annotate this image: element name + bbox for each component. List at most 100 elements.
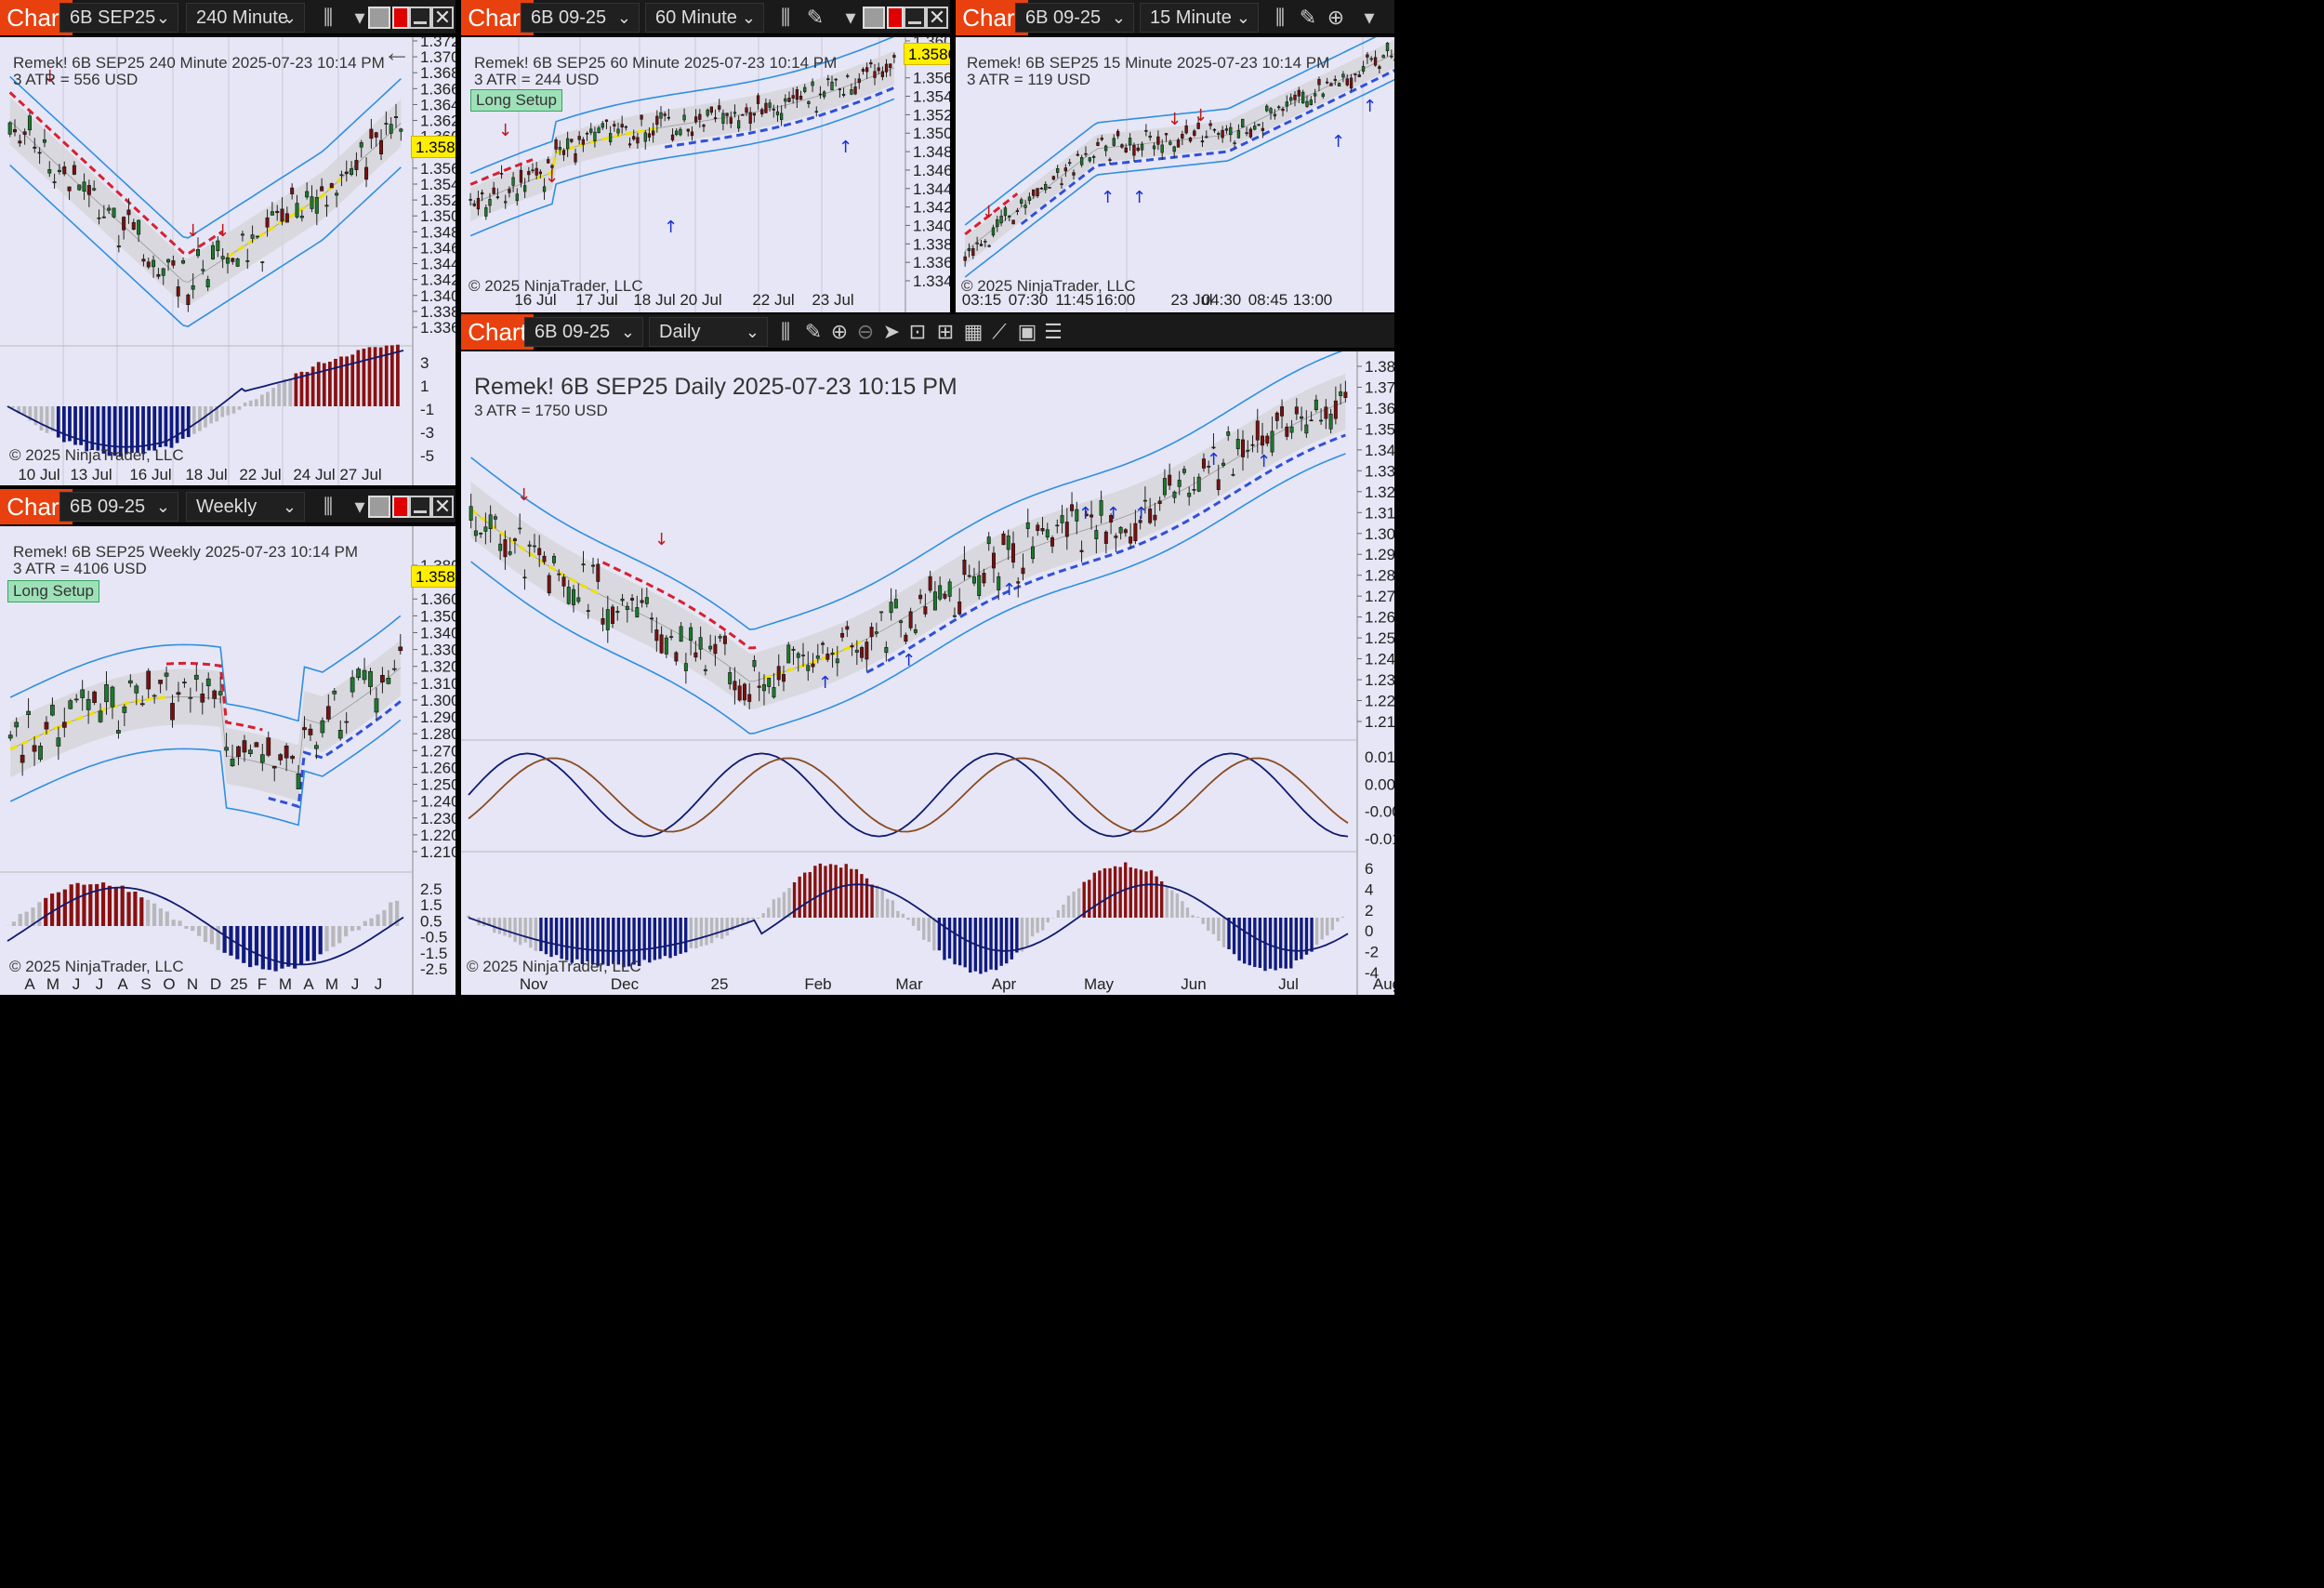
candle-body — [1241, 118, 1245, 127]
instrument-selector[interactable]: 6B 09-25 ⌄ — [59, 492, 178, 522]
close-button[interactable]: ✕ — [431, 496, 454, 518]
candle-body — [1289, 426, 1294, 433]
candle-body — [601, 617, 605, 625]
chart-panel[interactable]: ↓↓↑↑1.36001.35801.35601.35401.35201.3500… — [461, 37, 950, 312]
link-gray-button[interactable] — [863, 7, 885, 29]
candle-body — [176, 692, 181, 695]
back-arrow-icon[interactable]: ← — [383, 37, 411, 68]
minimize-button[interactable] — [409, 496, 431, 518]
minimize-button[interactable] — [904, 7, 926, 29]
chart-panel[interactable]: ↓ ↓ ↑ ↑ ↑ ↑ ↑ ↑ ↑ ↑ 1.3800 1.3700 1.3600 1.3500 1.3400… — [461, 351, 1394, 995]
timeframe-selector[interactable]: 60 Minute ⌄ — [645, 3, 764, 33]
close-button[interactable]: ✕ — [926, 7, 948, 29]
osc-tick-label: 3 — [420, 354, 429, 372]
candle-body — [374, 698, 379, 713]
candle-body — [72, 165, 76, 175]
timeframe-selector[interactable]: 240 Minute ⌄ — [186, 3, 305, 33]
minimize-button[interactable] — [409, 7, 431, 29]
close-button[interactable]: ✕ — [431, 7, 454, 29]
zoom-in-icon[interactable]: ⊕ — [830, 320, 849, 343]
keltner-fill — [10, 640, 401, 801]
candle-body — [581, 139, 586, 145]
y-tick-label: 1.3340 — [913, 272, 950, 290]
zoom-out-icon[interactable]: ⊖ — [856, 320, 875, 343]
timeframe-selector[interactable]: Daily ⌄ — [649, 317, 768, 347]
data-box-icon[interactable]: ⊡ — [908, 320, 927, 343]
candle-body — [1025, 522, 1030, 529]
list-icon[interactable]: ☰ — [1044, 320, 1063, 343]
zoom-in-icon[interactable]: ⊕ — [1327, 6, 1345, 29]
x-tick-label: 13:00 — [1293, 291, 1333, 309]
drawing-tool-icon[interactable]: ✎ — [1299, 6, 1317, 29]
chart-window-weekly[interactable]: Chart 6B 09-25⌄ Weekly⌄ ⫼ ▾ ✕ 1.38001.37… — [0, 489, 456, 995]
chevron-down-icon[interactable]: ▾ — [354, 6, 365, 29]
chart-toolbar: Chart 6B SEP25 ⌄ 240 Minute ⌄ ⫼ ▾ ✕ — [0, 0, 456, 35]
candle-body — [479, 533, 483, 535]
chart-window-60min[interactable]: Chart 6B 09-25 ⌄ 60 Minute ⌄ ⫼ ✎ ▾ ✕ ↓ ↓ ↑ ↑ 1… — [461, 0, 950, 312]
candle-body — [193, 674, 199, 680]
bar-type-icon[interactable]: ⫼ — [780, 320, 791, 343]
candle-body — [708, 645, 713, 650]
candle-body — [615, 611, 620, 614]
chart-trader-icon[interactable]: ⟋ — [992, 320, 1007, 343]
trailing-stop-bull — [865, 433, 1346, 674]
link-red-button[interactable] — [392, 7, 409, 29]
candle-body — [1294, 406, 1299, 415]
candle-body — [640, 600, 644, 603]
chart-panel[interactable]: ↓↑↑↓↓↑↑1.36001.35901.35801.35701.35601.3… — [956, 37, 1394, 312]
candle-body — [830, 81, 834, 91]
chart-menu-button[interactable]: Chart — [461, 314, 534, 350]
chart-header: Remek! 6B SEP25 Daily 2025-07-23 10:15 P… — [474, 374, 957, 400]
candle-body — [1103, 145, 1108, 152]
candle-body — [32, 745, 37, 752]
chart-panel[interactable]: ↓ ↓ ↓ 1.37201.37001.36801.36601.36401.3620 1… — [0, 37, 456, 485]
chevron-down-icon[interactable]: ▾ — [1364, 6, 1375, 29]
pointer-icon[interactable]: ➤ — [882, 320, 901, 343]
link-red-button[interactable] — [887, 7, 904, 29]
chevron-down-icon[interactable]: ▾ — [354, 495, 365, 518]
candle-body — [1349, 77, 1353, 89]
candle-body — [1265, 105, 1269, 112]
candle-body — [721, 112, 725, 124]
instrument-selector[interactable]: 6B 09-25 ⌄ — [524, 317, 643, 347]
drawing-tool-icon[interactable]: ✎ — [804, 320, 823, 343]
candle-body — [574, 152, 577, 163]
bar-type-icon[interactable]: ⫼ — [780, 6, 791, 29]
instrument-selector[interactable]: 6B 09-25 ⌄ — [521, 3, 640, 33]
properties-icon[interactable]: ▣ — [1017, 320, 1037, 343]
candle-body — [1120, 144, 1124, 148]
osc-tick-label: -0.5 — [420, 929, 447, 946]
strategies-icon[interactable]: ▦ — [963, 320, 984, 343]
candle-body — [38, 746, 43, 760]
candle-body — [18, 140, 22, 144]
drawing-tool-icon[interactable]: ✎ — [806, 6, 825, 29]
signal-arrow-up: ↑ — [1363, 97, 1377, 116]
bar-type-icon[interactable]: ⫼ — [323, 495, 334, 518]
candle-body — [1281, 109, 1285, 112]
candle-body — [1293, 94, 1297, 100]
chart-window-15min[interactable]: Chart 6B 09-25 ⌄ 15 Minute ⌄ ⫼ ✎ ⊕ ▾ ↓ ↑ ↑ ↓ ↓… — [956, 0, 1394, 312]
instrument-selector[interactable]: 6B 09-25 ⌄ — [1015, 3, 1134, 33]
candle-body — [632, 136, 636, 139]
instrument-selector[interactable]: 6B SEP25 ⌄ — [59, 3, 178, 33]
bar-type-icon[interactable]: ⫼ — [323, 6, 334, 29]
bar-type-icon[interactable]: ⫼ — [1274, 6, 1286, 29]
candle-body — [1031, 546, 1035, 560]
oscillator-line — [7, 886, 404, 966]
timeframe-selector[interactable]: Weekly ⌄ — [186, 492, 305, 522]
link-gray-button[interactable] — [368, 496, 390, 518]
chart-window-daily[interactable]: Chart 6B 09-25 ⌄ Daily ⌄ ⫼ ✎ ⊕ ⊖ ➤ ⊡ ⊞ ▦ ⟋… — [461, 314, 1394, 995]
candle-body — [1021, 567, 1025, 575]
chevron-down-icon[interactable]: ▾ — [845, 6, 856, 29]
chart-panel[interactable]: 1.38001.37001.36001.35001.34001.33001.32… — [0, 526, 456, 995]
chart-window-240min[interactable]: Chart 6B SEP25 ⌄ 240 Minute ⌄ ⫼ ▾ ✕ ↓ ↓ ↓ 1.3… — [0, 0, 456, 485]
link-gray-button[interactable] — [368, 7, 390, 29]
candle-body — [332, 690, 337, 695]
timeframe-selector[interactable]: 15 Minute ⌄ — [1140, 3, 1259, 33]
candle-body — [1096, 141, 1100, 146]
indicators-icon[interactable]: ⊞ — [936, 320, 955, 343]
candle-body — [725, 112, 729, 116]
chart-toolbar: Chart 6B 09-25 ⌄ Weekly ⌄ ⫼ ▾ ✕ — [0, 489, 456, 524]
candle-body — [1011, 219, 1015, 225]
link-red-button[interactable] — [392, 496, 409, 518]
